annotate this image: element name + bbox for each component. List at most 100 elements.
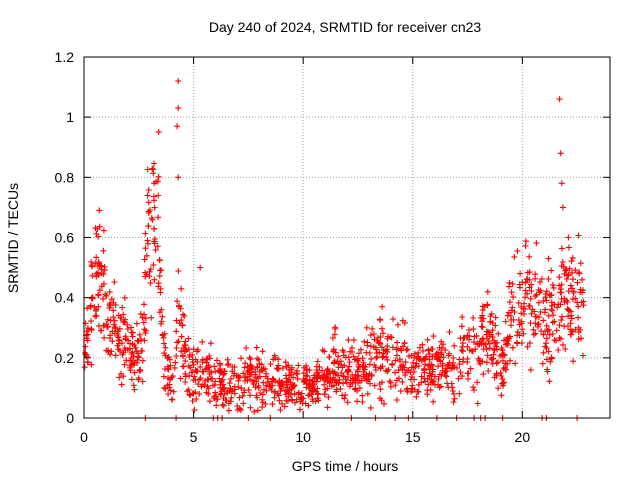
data-point <box>93 254 100 261</box>
data-point <box>537 309 544 315</box>
data-point <box>566 265 573 272</box>
data-point <box>352 380 359 387</box>
data-point <box>279 400 286 407</box>
data-point <box>474 400 481 407</box>
data-point <box>142 245 149 252</box>
data-point <box>534 323 541 330</box>
data-point <box>527 366 534 373</box>
data-point <box>558 296 565 302</box>
data-point <box>343 379 350 386</box>
data-point <box>284 398 291 405</box>
data-point <box>100 280 107 287</box>
data-point <box>474 379 481 386</box>
data-point <box>364 339 371 346</box>
data-point <box>445 361 452 368</box>
data-point <box>507 357 513 364</box>
data-point <box>230 372 237 379</box>
peak-point <box>197 264 204 271</box>
data-point <box>408 376 414 383</box>
data-point <box>564 305 571 312</box>
data-point <box>252 384 259 391</box>
data-point <box>345 368 352 375</box>
data-point <box>164 363 171 370</box>
data-point <box>466 327 472 333</box>
data-point <box>524 290 531 297</box>
data-point <box>568 258 575 265</box>
data-point <box>401 340 408 347</box>
data-point <box>499 375 506 382</box>
data-point <box>352 385 359 392</box>
peak-point <box>175 78 182 85</box>
data-point <box>394 339 401 346</box>
data-point <box>379 363 386 370</box>
y-tick-label: 1.2 <box>55 49 75 65</box>
data-point <box>219 401 226 408</box>
data-point <box>575 303 582 310</box>
data-point <box>294 375 301 382</box>
data-point <box>572 295 579 302</box>
data-point <box>575 314 582 321</box>
data-point <box>156 272 163 279</box>
data-point <box>535 299 542 306</box>
data-point <box>151 238 158 245</box>
data-point <box>336 379 342 386</box>
data-point <box>310 381 317 388</box>
peak-point <box>565 234 572 241</box>
data-point <box>394 352 400 359</box>
data-point <box>135 376 142 383</box>
data-point <box>538 328 545 334</box>
data-point <box>366 361 373 368</box>
data-point <box>540 298 547 305</box>
data-point <box>508 289 515 296</box>
data-point <box>420 348 426 354</box>
data-point <box>138 347 145 354</box>
data-point <box>402 372 409 379</box>
data-point <box>344 399 351 406</box>
data-point <box>268 387 275 393</box>
data-point <box>170 388 177 395</box>
data-point <box>359 392 366 399</box>
data-point <box>485 368 492 374</box>
data-point <box>505 309 512 316</box>
data-point <box>165 354 172 360</box>
data-point <box>173 353 180 359</box>
data-point <box>354 357 360 364</box>
peak-point <box>558 180 565 187</box>
data-point <box>167 387 174 394</box>
data-point <box>538 275 545 282</box>
data-point <box>98 327 105 334</box>
data-point <box>95 272 102 279</box>
data-point <box>117 347 123 354</box>
data-point <box>306 382 312 389</box>
data-point <box>182 370 189 377</box>
data-point <box>465 375 472 382</box>
data-point <box>521 311 527 317</box>
data-point <box>524 269 531 276</box>
data-point <box>488 356 495 363</box>
data-point <box>100 247 107 254</box>
data-point <box>486 340 493 347</box>
data-point <box>431 373 438 380</box>
data-point <box>550 284 557 291</box>
data-point <box>212 389 219 396</box>
data-point <box>259 399 266 406</box>
peak-point <box>96 207 103 214</box>
data-point <box>134 357 141 364</box>
data-point <box>191 406 198 413</box>
data-point <box>370 331 377 337</box>
data-point <box>374 334 381 341</box>
data-point <box>546 331 553 338</box>
data-point <box>479 303 486 310</box>
data-point <box>277 406 284 413</box>
data-point <box>384 356 391 363</box>
data-point <box>105 347 111 354</box>
data-point <box>134 337 141 344</box>
data-point <box>135 338 142 345</box>
data-point <box>526 340 533 347</box>
data-point <box>218 368 225 375</box>
data-point <box>85 331 91 338</box>
data-point <box>122 333 129 340</box>
data-point <box>103 320 110 327</box>
data-point <box>570 290 577 296</box>
data-point <box>171 364 178 371</box>
